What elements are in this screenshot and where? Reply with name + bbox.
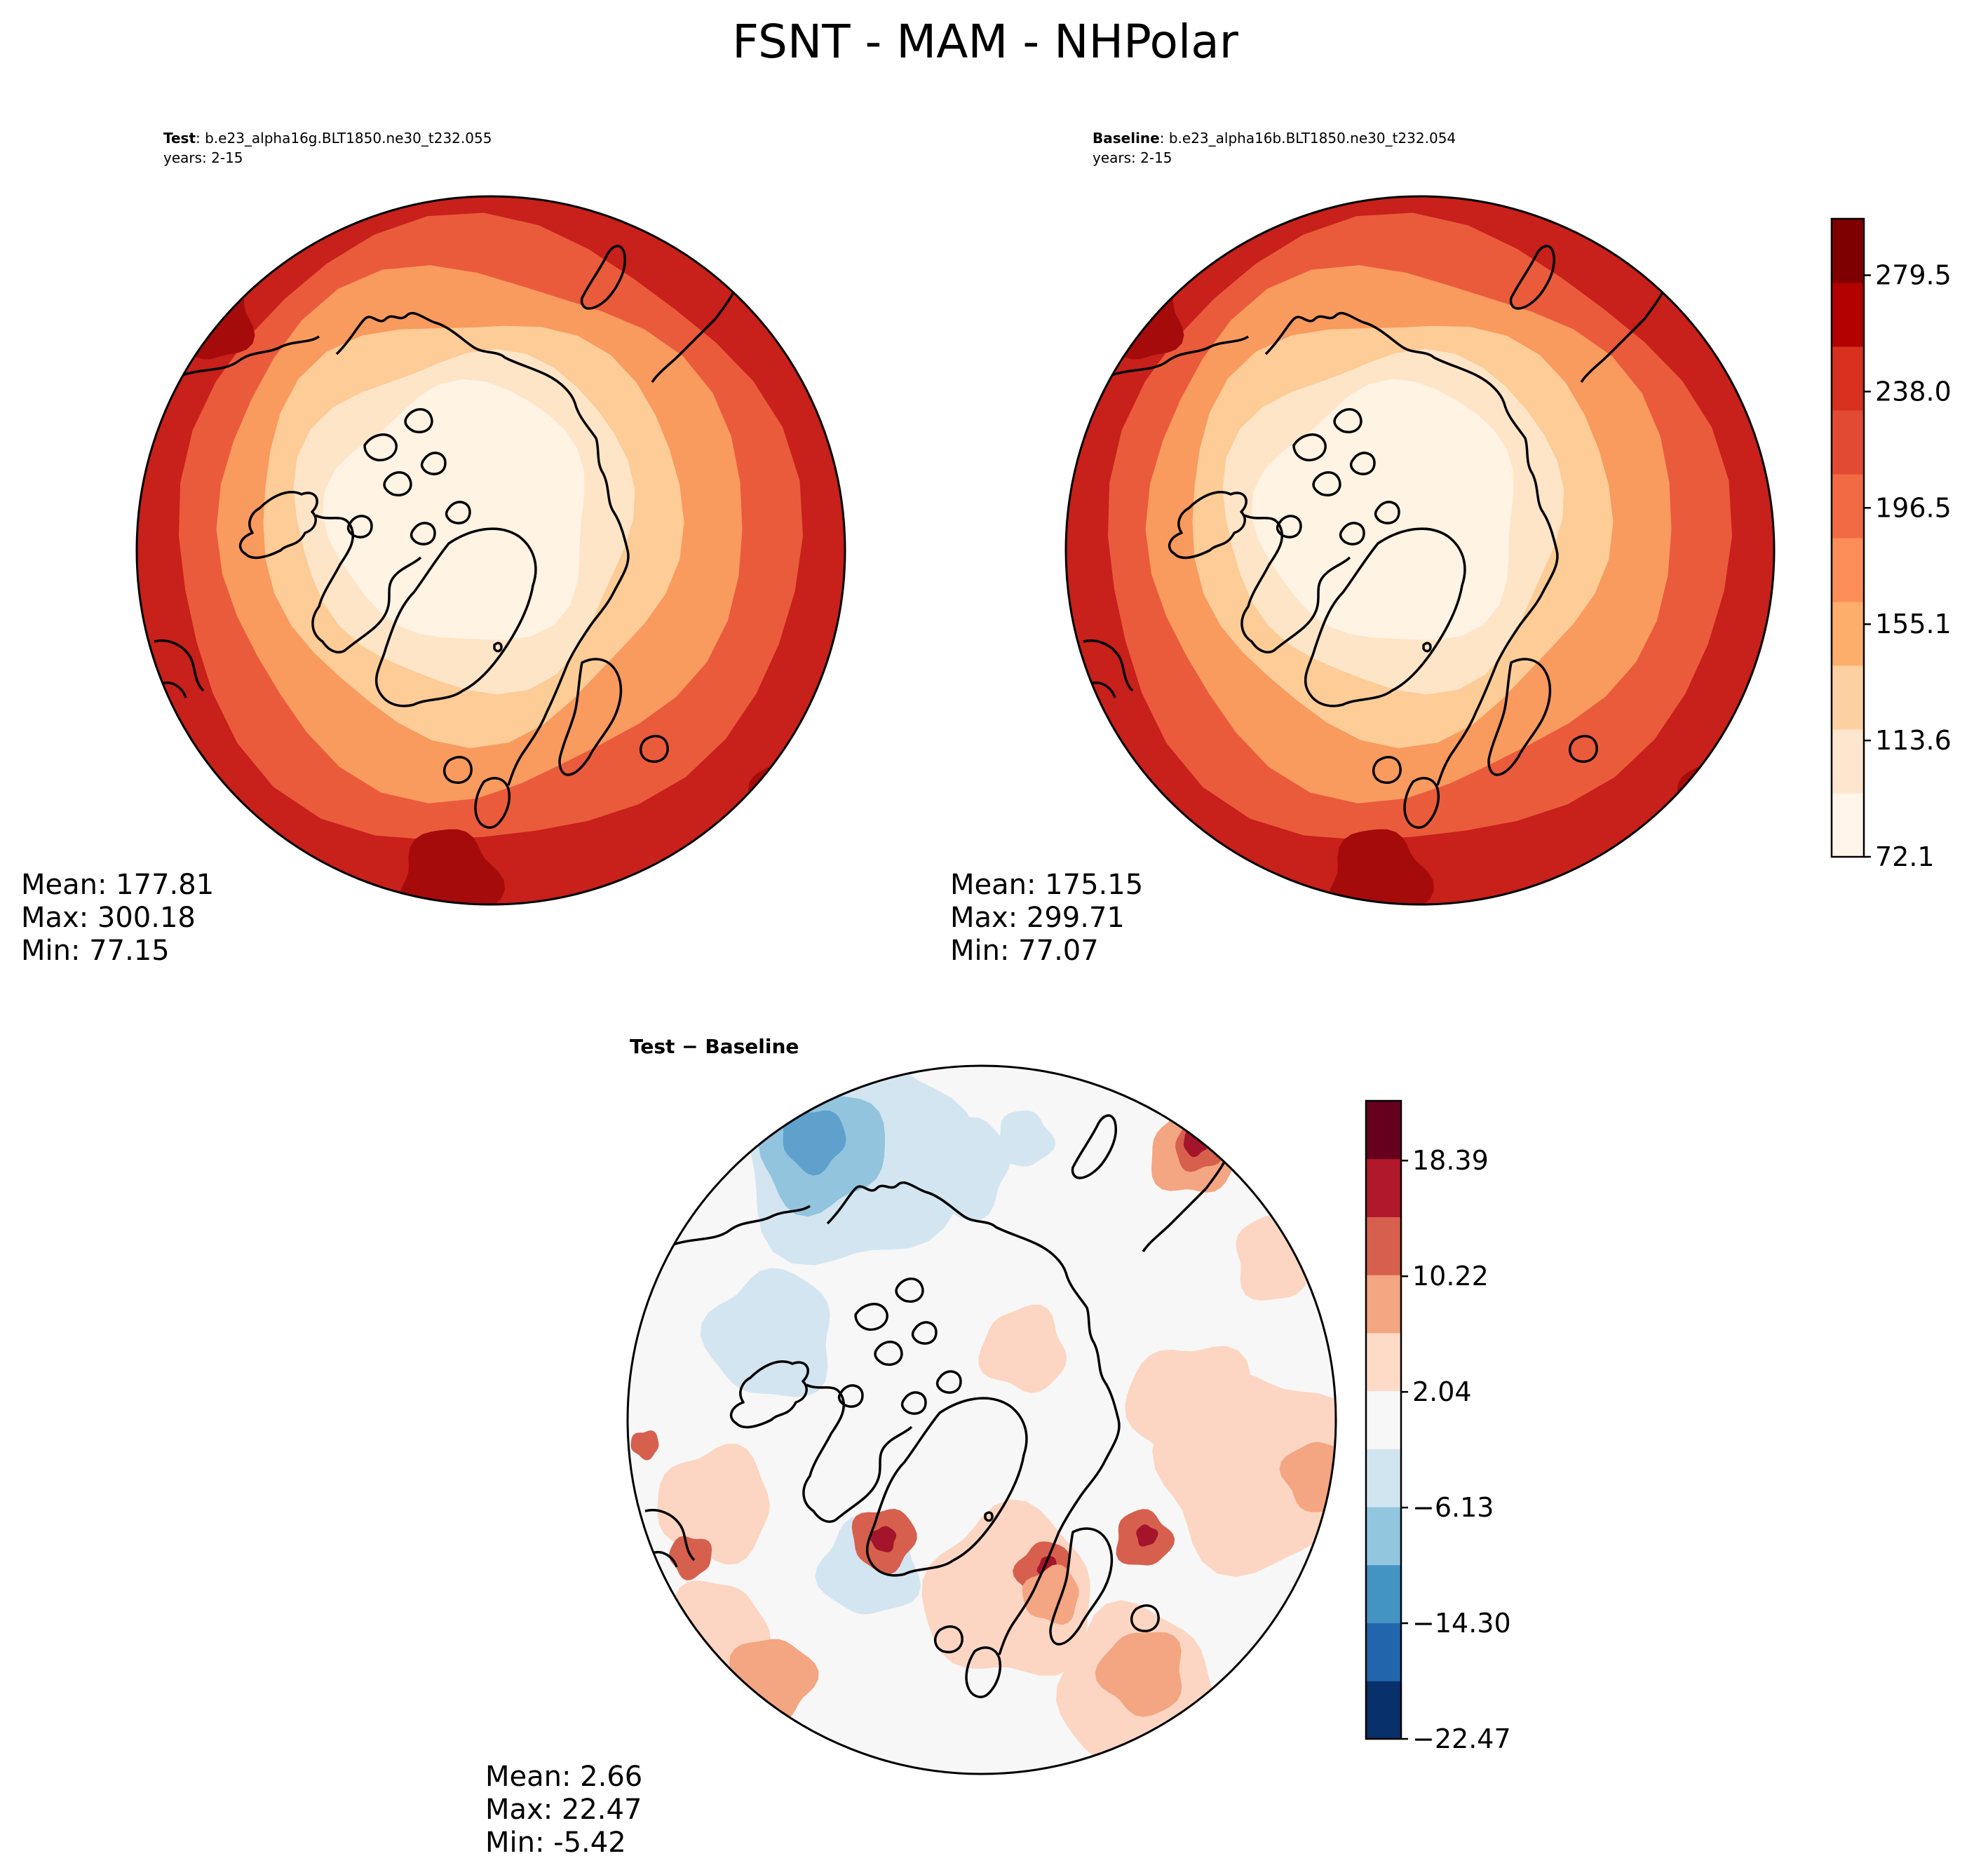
- colorbar-main: 72.1 113.6 155.1 196.5 238.0 279.5: [1830, 217, 1952, 872]
- band-center: [1251, 379, 1514, 640]
- figure-title: FSNT - MAM - NHPolar: [732, 15, 1239, 69]
- colorbar-main-swatch: [1832, 283, 1864, 347]
- colorbar-main-swatch: [1832, 665, 1864, 730]
- baseline-panel-label: Baseline: b.e23_alpha16b.BLT1850.ne30_t2…: [1093, 130, 1456, 147]
- test-panel-label: Test: b.e23_alpha16g.BLT1850.ne30_t232.0…: [163, 130, 492, 147]
- baseline-stats-min: Min: 77.07: [950, 935, 1099, 967]
- test-map-border: [135, 195, 846, 906]
- diff-panel-title: Test − Baseline: [630, 1035, 799, 1058]
- colorbar-main-swatch: [1832, 602, 1864, 666]
- baseline-panel-years: years: 2-15: [1093, 149, 1172, 166]
- diff-patch: [1279, 1442, 1336, 1512]
- band-dark-patch: [163, 274, 255, 360]
- diff-patch: [700, 1268, 830, 1397]
- colorbar-diff-swatch: [1366, 1507, 1401, 1566]
- band-center: [322, 379, 585, 640]
- diff-patch: [630, 1430, 659, 1461]
- diff-patch: [1125, 1346, 1252, 1478]
- colorbar-main-tick-label: 279.5: [1875, 260, 1952, 291]
- baseline-panel-label-bold: Baseline: [1093, 130, 1160, 147]
- colorbar-diff-swatch: [1366, 1564, 1401, 1624]
- colorbar-diff-frame: [1365, 1099, 1402, 1740]
- colorbar-main-swatch: [1832, 474, 1864, 538]
- test-map: [137, 196, 845, 904]
- colorbar-diff-swatch: [1366, 1449, 1401, 1507]
- diff-stats-mean: Mean: 2.66: [485, 1761, 642, 1793]
- baseline-stats-max: Max: 299.71: [950, 902, 1125, 934]
- diff-map-border: [626, 1064, 1337, 1775]
- band-dark-patch: [1677, 762, 1759, 842]
- colorbar-main-tick-label: 72.1: [1875, 841, 1935, 872]
- colorbar-diff-swatch: [1366, 1622, 1401, 1681]
- colorbar-main-tick-label: 113.6: [1875, 725, 1952, 756]
- diff-patch: [995, 1110, 1056, 1167]
- diff-patch: [1022, 1564, 1079, 1625]
- diff-patch: [978, 1304, 1067, 1393]
- colorbar-main-swatch: [1832, 793, 1864, 858]
- colorbar-diff-swatch: [1366, 1390, 1401, 1449]
- colorbar-diff-tick-label: −6.13: [1412, 1492, 1494, 1523]
- colorbar-diff-tick-label: 2.04: [1412, 1376, 1472, 1407]
- baseline-map: [1066, 196, 1774, 904]
- band-dark-patch: [748, 762, 830, 842]
- diff-patch: [1095, 1632, 1182, 1717]
- colorbar-diff-swatch: [1366, 1681, 1401, 1740]
- colorbar-diff-swatch: [1366, 1275, 1401, 1334]
- colorbar-diff-swatch: [1366, 1158, 1401, 1217]
- colorbar-main-tick-label: 196.5: [1875, 492, 1952, 523]
- panel-test: Test: b.e23_alpha16g.BLT1850.ne30_t232.0…: [21, 130, 846, 967]
- test-panel-label-bold: Test: [163, 130, 196, 147]
- diff-patch: [669, 1536, 712, 1580]
- diff-map: [628, 1066, 1336, 1774]
- test-panel-label-case: : b.e23_alpha16g.BLT1850.ne30_t232.055: [196, 130, 492, 147]
- diff-patch: [1136, 1524, 1158, 1547]
- colorbar-diff-swatch: [1366, 1217, 1401, 1275]
- colorbar-main-swatch: [1832, 538, 1864, 602]
- colorbar-diff-tick-label: −22.47: [1412, 1723, 1511, 1754]
- test-stats-min: Min: 77.15: [21, 935, 170, 967]
- band-dark-patch: [1092, 274, 1184, 360]
- test-stats-max: Max: 300.18: [21, 902, 196, 934]
- colorbar-main-swatch: [1832, 410, 1864, 475]
- colorbar-diff-tick-label: 10.22: [1412, 1261, 1489, 1292]
- baseline-map-border: [1064, 195, 1776, 906]
- diff-stats-max: Max: 22.47: [485, 1794, 642, 1826]
- baseline-stats-mean: Mean: 175.15: [950, 869, 1143, 901]
- test-stats-mean: Mean: 177.81: [21, 869, 214, 901]
- panel-diff: Test − Baseline Mean: 2.66 Max: 22.47 Mi…: [485, 1035, 1337, 1859]
- diff-stats-min: Min: -5.42: [485, 1827, 626, 1859]
- colorbar-diff: −22.47 −14.30 −6.13 2.04 10.22 18.39: [1365, 1099, 1511, 1754]
- diff-patch: [870, 1526, 896, 1552]
- colorbar-main-swatch: [1832, 729, 1864, 794]
- diff-patch: [657, 1444, 770, 1565]
- colorbar-main-swatch: [1832, 219, 1864, 283]
- test-panel-years: years: 2-15: [163, 149, 243, 166]
- colorbar-main-tick-label: 155.1: [1875, 609, 1952, 639]
- colorbar-main-tick-label: 238.0: [1875, 376, 1952, 407]
- colorbar-diff-swatch: [1366, 1332, 1401, 1392]
- colorbar-diff-swatch: [1366, 1101, 1401, 1160]
- baseline-panel-label-case: : b.e23_alpha16b.BLT1850.ne30_t232.054: [1160, 130, 1456, 147]
- colorbar-diff-tick-label: −14.30: [1412, 1608, 1511, 1639]
- colorbar-main-frame: [1830, 217, 1865, 858]
- diff-patch: [783, 1110, 846, 1176]
- colorbar-diff-tick-label: 18.39: [1412, 1145, 1489, 1176]
- colorbar-main-swatch: [1832, 346, 1864, 411]
- panel-baseline: Baseline: b.e23_alpha16b.BLT1850.ne30_t2…: [950, 130, 1776, 967]
